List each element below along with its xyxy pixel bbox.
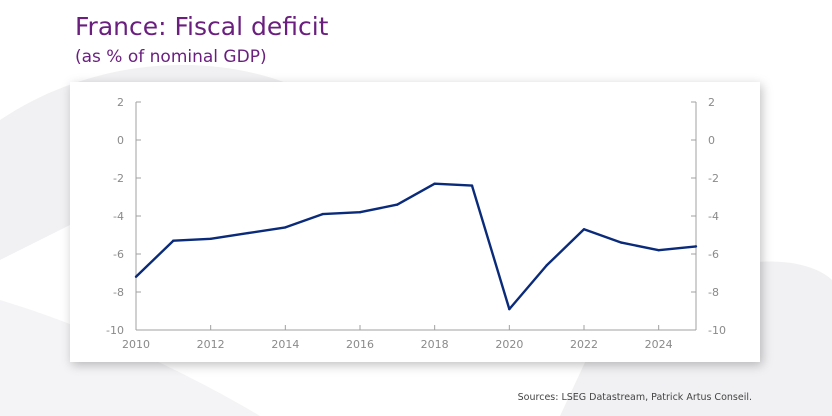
page-subtitle: (as % of nominal GDP) [75, 47, 267, 67]
x-tick-label: 2024 [645, 338, 673, 351]
data-point [620, 241, 623, 244]
data-point [321, 212, 324, 216]
x-tick-label: 2022 [570, 338, 598, 351]
data-point [396, 203, 399, 206]
source-note: Sources: LSEG Datastream, Patrick Artus … [517, 392, 752, 403]
data-point [470, 184, 474, 187]
data-point [284, 226, 287, 229]
y-tick-label-right: -6 [708, 248, 719, 261]
data-point [508, 307, 511, 311]
data-point [172, 239, 175, 242]
data-point [358, 211, 362, 214]
y-tick-label-right: -4 [708, 210, 719, 223]
y-tick-label-left: -10 [106, 324, 124, 337]
data-point [582, 228, 586, 231]
y-tick-label-right: 0 [708, 134, 715, 147]
x-tick-label: 2014 [271, 338, 299, 351]
y-tick-label-left: -8 [113, 286, 124, 299]
y-tick-label-left: 2 [117, 96, 124, 109]
data-point [134, 275, 138, 278]
chart-card: 2 0 -2 -4 -6 -8 -10 2 0 -2 -4 -6 -8 -10 2010 2012 2014 20… [70, 82, 760, 362]
y-tick-label-left: -6 [113, 248, 124, 261]
y-tick-label-right: -2 [708, 172, 719, 185]
series-line [135, 182, 697, 311]
x-tick-label: 2010 [122, 338, 150, 351]
x-tick-label: 2012 [197, 338, 225, 351]
data-point [433, 182, 436, 185]
y-tick-label-left: -2 [113, 172, 124, 185]
data-point [694, 245, 698, 248]
page-title: France: Fiscal deficit [75, 12, 329, 41]
data-point [209, 237, 212, 240]
y-tick-label-right: -10 [708, 324, 726, 337]
x-tick-label: 2016 [346, 338, 374, 351]
data-point [246, 231, 250, 235]
y-tick-label-right: -8 [708, 286, 719, 299]
y-tick-label-left: -4 [113, 210, 124, 223]
y-tick-label-right: 2 [708, 96, 715, 109]
data-point [545, 264, 548, 267]
x-tick-label: 2018 [421, 338, 449, 351]
y-tick-label-left: 0 [117, 134, 124, 147]
x-tick-label: 2020 [495, 338, 523, 351]
data-point [657, 249, 660, 252]
